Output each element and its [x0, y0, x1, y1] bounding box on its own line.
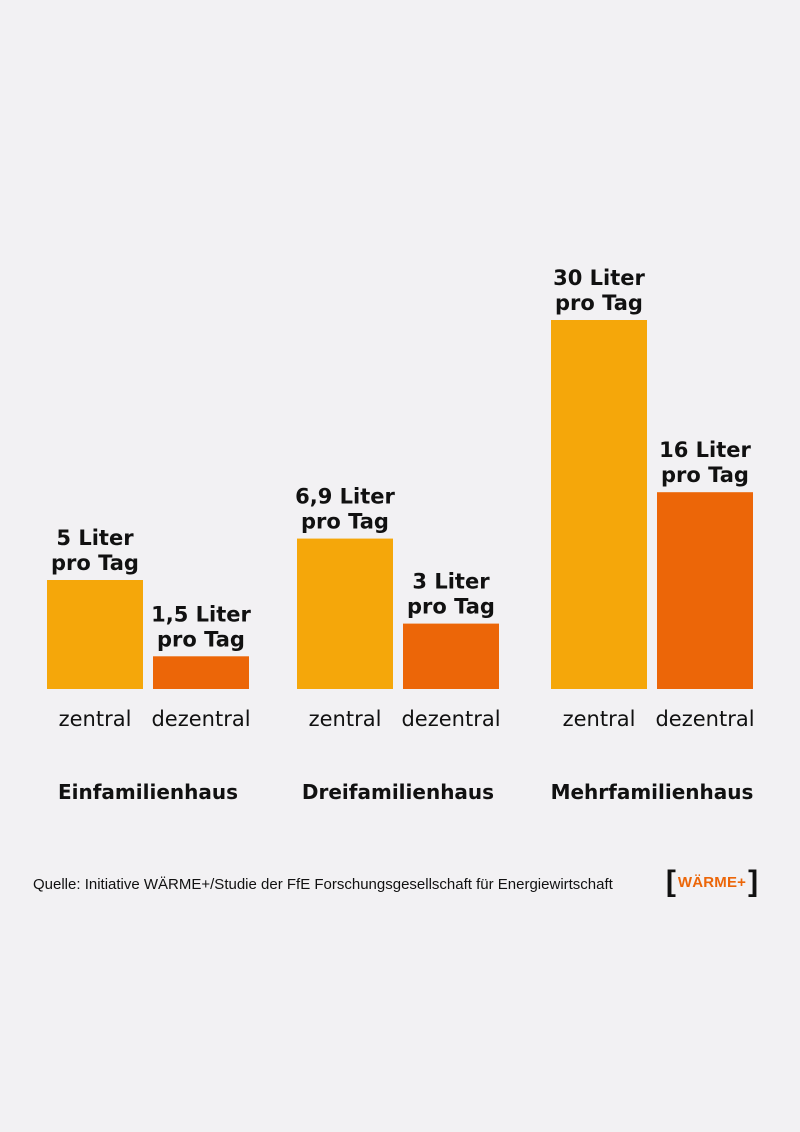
category-label: zentral [309, 707, 382, 731]
data-label: pro Tag [51, 551, 139, 575]
data-label: 6,9 Liter [295, 485, 395, 509]
category-label: dezentral [151, 707, 250, 731]
bar-mehrfamilienhaus-zentral [551, 320, 647, 689]
category-label: zentral [59, 707, 132, 731]
logo-bracket-left: [ [665, 865, 676, 898]
group-label: Dreifamilienhaus [302, 780, 494, 804]
data-label: pro Tag [301, 510, 389, 534]
data-label: 5 Liter [56, 526, 134, 550]
data-label: 30 Liter [553, 266, 645, 290]
bar-mehrfamilienhaus-dezentral [657, 492, 753, 689]
data-label: 3 Liter [412, 570, 490, 594]
category-label: zentral [563, 707, 636, 731]
data-label: pro Tag [157, 627, 245, 651]
group-label: Mehrfamilienhaus [551, 780, 754, 804]
bar-dreifamilienhaus-zentral [297, 538, 393, 689]
bar-einfamilienhaus-zentral [47, 580, 143, 689]
bar-einfamilienhaus-dezentral [153, 656, 249, 689]
data-label: 1,5 Liter [151, 602, 251, 626]
source-note: Quelle: Initiative WÄRME+/Studie der FfE… [33, 876, 613, 893]
data-label: 16 Liter [659, 438, 751, 462]
logo-bracket-right: ] [748, 865, 759, 898]
data-label: pro Tag [555, 291, 643, 315]
data-label: pro Tag [407, 595, 495, 619]
data-label: pro Tag [661, 463, 749, 487]
logo-text: WÄRME+ [677, 873, 747, 891]
category-label: dezentral [401, 707, 500, 731]
waerme-logo: [ WÄRME+ ] [665, 865, 759, 898]
bar-dreifamilienhaus-dezentral [403, 623, 499, 689]
category-label: dezentral [655, 707, 754, 731]
group-label: Einfamilienhaus [58, 780, 238, 804]
